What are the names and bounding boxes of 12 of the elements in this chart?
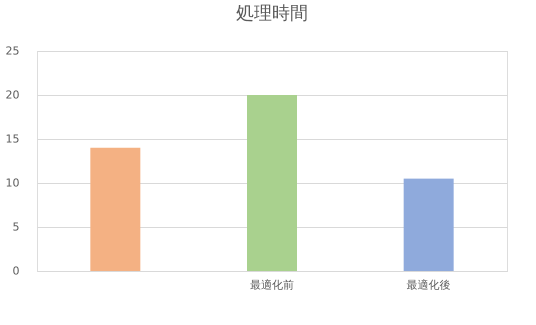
bar — [247, 95, 297, 271]
y-tick-label: 10 — [6, 176, 20, 190]
y-tick-label: 15 — [6, 132, 20, 146]
bar — [90, 148, 140, 271]
bar — [404, 178, 454, 271]
chart-title: 処理時間 — [236, 3, 308, 24]
y-tick-label: 25 — [6, 44, 20, 58]
y-tick-label: 20 — [6, 88, 20, 102]
x-tick-label: 最適化後 — [406, 278, 451, 292]
y-tick-label: 5 — [12, 220, 20, 234]
x-tick-label: 最適化前 — [250, 278, 294, 292]
y-tick-label: 0 — [12, 264, 20, 278]
